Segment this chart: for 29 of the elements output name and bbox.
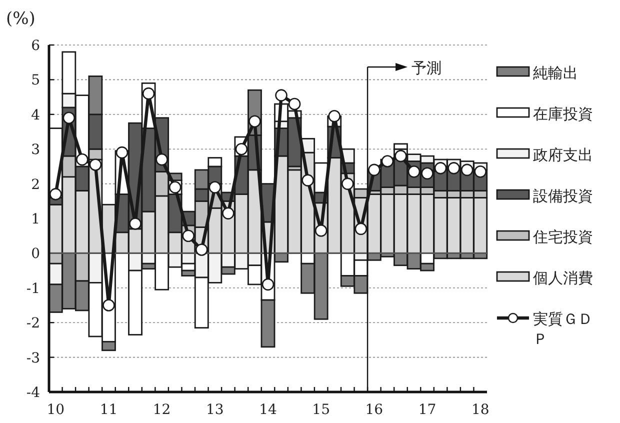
- x-tick-label: 12: [152, 402, 171, 418]
- y-tick-label: 3: [31, 142, 40, 158]
- x-tick-label: 18: [471, 402, 490, 418]
- x-tick-label: 13: [206, 402, 224, 418]
- y-tick-label: 5: [31, 72, 40, 89]
- legend-label: 政府支出: [533, 146, 593, 164]
- y-tick-label: -2: [26, 316, 40, 332]
- x-tick-label: 17: [418, 402, 436, 418]
- y-tick-label: 4: [31, 107, 40, 124]
- x-tick-label: 15: [312, 402, 330, 418]
- legend-label: 個人消費: [533, 269, 593, 287]
- y-axis-title: (%): [6, 9, 36, 29]
- x-tick-label: 16: [365, 402, 384, 418]
- y-tick-label: -3: [26, 350, 40, 366]
- legend-label: 住宅投資: [532, 228, 593, 246]
- legend-label: 実質ＧＤＰ: [533, 310, 593, 348]
- y-tick-label: 0: [31, 246, 40, 262]
- y-tick-label: -1: [26, 280, 40, 297]
- legend-label: 設備投資: [533, 187, 593, 205]
- y-tick-label: 2: [31, 176, 40, 193]
- legend-label: 在庫投資: [533, 105, 593, 123]
- x-tick-label: 10: [46, 402, 65, 418]
- y-tick-label: -4: [26, 385, 40, 401]
- y-tick-label: 1: [31, 212, 40, 228]
- x-tick-label: 11: [100, 402, 118, 418]
- ref-line-label: 予測: [412, 59, 442, 77]
- y-tick-label: 6: [31, 38, 40, 54]
- x-tick-label: 14: [259, 402, 277, 418]
- legend-label: 純輸出: [533, 64, 578, 82]
